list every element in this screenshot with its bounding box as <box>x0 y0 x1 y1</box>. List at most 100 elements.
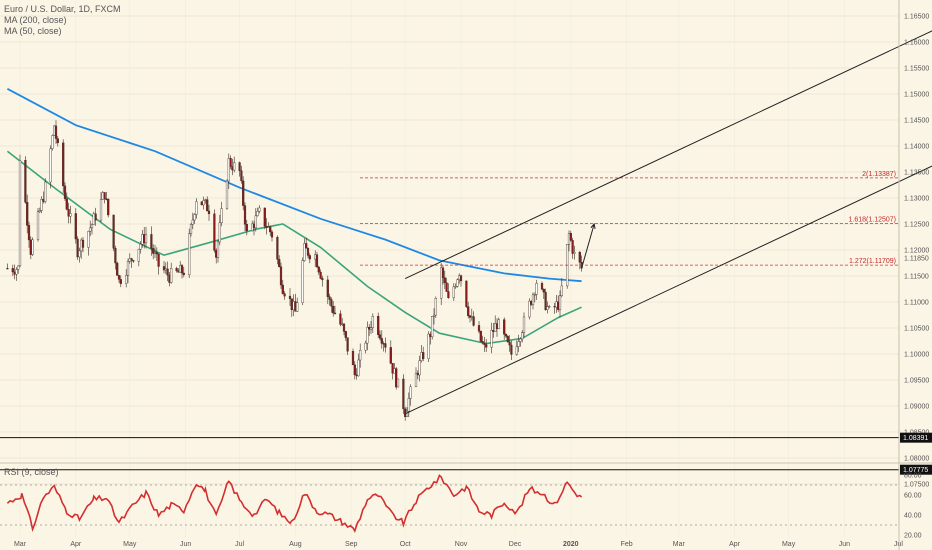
candle-up <box>195 201 198 215</box>
candle-down <box>378 334 382 339</box>
candle-up <box>254 215 257 228</box>
ma200-line[interactable] <box>6 88 582 283</box>
candle-up <box>431 316 434 338</box>
price-tick-label: 1.15500 <box>904 66 929 73</box>
candle-up <box>49 148 52 183</box>
fib-level-label: 1.272(1.11709) <box>849 258 896 265</box>
price-axis[interactable]: 1.16500 1.16000 1.15500 1.15000 1.14500 1.140… <box>900 14 932 489</box>
candle-up <box>251 223 254 232</box>
candle-down <box>472 316 475 326</box>
price-tick-label: 1.09500 <box>904 378 929 385</box>
rsi-pane[interactable] <box>0 474 899 533</box>
candle-down <box>213 213 216 251</box>
price-tick-label: 1.12000 <box>904 248 929 255</box>
candle-down <box>540 283 544 290</box>
candle-up <box>366 327 369 344</box>
time-axis[interactable]: Mar Apr May Jun Jul Aug Sep Oct Nov Dec 2020 Feb Mar… <box>14 0 903 548</box>
candle-down <box>65 198 68 210</box>
candle-up <box>233 162 236 171</box>
symbol-title[interactable]: Euro / U.S. Dollar, 1D, FXCM <box>4 4 121 14</box>
price-tick-label: 1.13500 <box>904 170 929 177</box>
price-pane[interactable]: 2(1.13387) 1.618(1.12507) 1.272(1.11709) <box>0 15 932 485</box>
candle-down <box>441 267 445 278</box>
candle-down <box>332 306 335 314</box>
candle-down <box>107 198 110 216</box>
candle-down <box>395 368 398 388</box>
candle-up <box>53 125 56 136</box>
candle-up <box>40 199 43 211</box>
fibonacci-extension-lines[interactable]: 2(1.13387) 1.618(1.12507) 1.272(1.11709) <box>360 171 899 266</box>
candle-up <box>153 252 157 254</box>
candle-down <box>380 338 383 344</box>
candle-up <box>204 199 207 201</box>
candle-down <box>492 330 495 332</box>
candle-down <box>42 199 45 202</box>
price-tick-label: 1.09000 <box>904 404 929 411</box>
candle-down <box>351 351 355 366</box>
trend-channel[interactable] <box>404 26 932 415</box>
candle-down <box>74 213 77 240</box>
candle-down <box>510 344 513 355</box>
time-tick-label: Apr <box>729 541 741 548</box>
channel-upper-line[interactable] <box>404 26 932 280</box>
candle-up <box>216 241 220 258</box>
rsi-legend[interactable]: RSI (9, close) <box>4 467 59 477</box>
candle-up <box>179 265 182 273</box>
candle-up <box>17 265 20 270</box>
candle-up <box>528 300 531 318</box>
candle-down <box>243 205 247 225</box>
candle-down <box>54 125 58 139</box>
candle-up <box>396 378 400 388</box>
price-tick-label: 1.14500 <box>904 118 929 125</box>
ma50-legend[interactable]: MA (50, close) <box>4 26 62 36</box>
candle-down <box>94 213 97 221</box>
price-tick-label: 1.14000 <box>904 144 929 151</box>
rsi-line[interactable] <box>6 474 583 533</box>
time-tick-label: May <box>782 541 796 548</box>
fib-level-label: 2(1.13387) <box>862 171 896 178</box>
candle-up <box>301 260 304 303</box>
price-tick-label: 1.10000 <box>904 352 929 359</box>
projection-arrow[interactable] <box>581 223 595 269</box>
time-tick-label: Feb <box>621 541 633 548</box>
candle-down <box>382 343 385 345</box>
candle-up <box>303 243 306 261</box>
ma50-line[interactable] <box>6 150 582 345</box>
candle-down <box>215 250 218 258</box>
candle-down <box>182 272 185 275</box>
candle-down <box>168 274 171 283</box>
candle-down <box>508 341 511 346</box>
candle-up <box>89 227 92 232</box>
candle-up <box>521 332 524 340</box>
rsi-tick-label: 60.00 <box>904 493 922 500</box>
time-tick-label: Oct <box>400 541 411 548</box>
candle-up <box>497 319 500 329</box>
time-tick-label: Nov <box>455 541 468 548</box>
time-tick-label: May <box>123 541 137 548</box>
channel-lower-line[interactable] <box>404 162 932 415</box>
time-tick-label: Jun <box>839 541 850 548</box>
candle-up <box>573 251 576 254</box>
time-tick-label: Apr <box>70 541 82 548</box>
ma200-legend[interactable]: MA (200, close) <box>4 15 67 25</box>
price-tick-label: 1.13000 <box>904 196 929 203</box>
candle-down <box>485 344 488 348</box>
candle-down <box>569 233 572 241</box>
candle-down <box>276 236 279 260</box>
candle-down <box>238 162 241 171</box>
candle-up <box>101 192 104 200</box>
candle-down <box>11 268 14 273</box>
candle-down <box>495 323 499 329</box>
candles <box>6 120 583 421</box>
candle-down <box>317 266 320 273</box>
candle-up <box>535 283 538 295</box>
candle-up <box>44 181 47 202</box>
candle-up <box>434 298 437 316</box>
rsi-axis[interactable]: 80.00 60.00 40.00 20.00 <box>904 473 922 540</box>
candle-down <box>416 372 419 376</box>
price-tag-label: 1.07775 <box>903 467 928 474</box>
price-tick-label: 1.16500 <box>904 14 929 21</box>
candle-up <box>440 267 443 299</box>
candle-up <box>51 135 54 149</box>
